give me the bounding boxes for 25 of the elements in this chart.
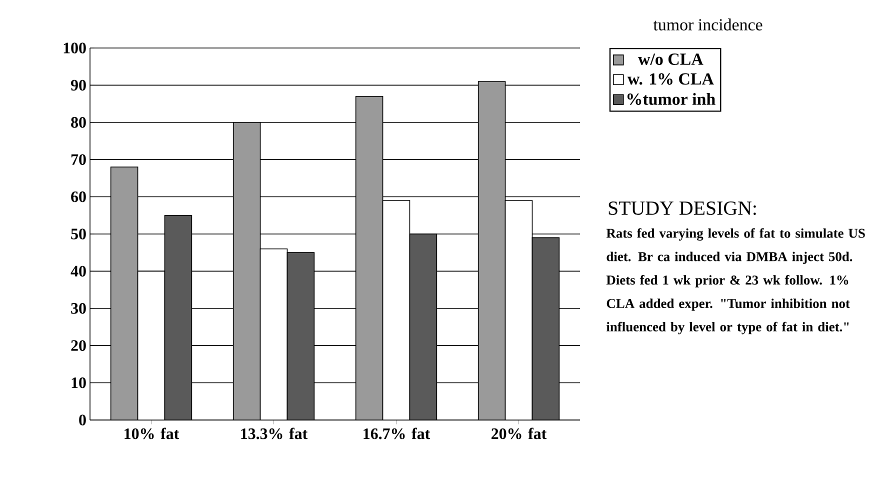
y-tick-label: 20 xyxy=(71,340,86,351)
y-tick-label: 50 xyxy=(71,228,86,240)
y-tick-label: 80 xyxy=(71,117,86,128)
bar xyxy=(164,214,192,420)
text: Rats fed varying levels of fat to simulate US diet. Br ca induced via DMBA inject 50d. Diets fed 1 wk prior & 23 wk follow. 1% CLA added exper. "Tumor inhibition not influenced by level or type of fat in diet." xyxy=(606,228,865,334)
y-tick-label: 30 xyxy=(71,303,86,314)
x-tick-label: 20% fat xyxy=(492,428,547,440)
legend-label: w. 1% CLA xyxy=(627,73,714,85)
y-tick-label: 0 xyxy=(79,414,86,426)
y-tick-label: 70 xyxy=(71,154,86,165)
bar xyxy=(409,234,438,420)
legend-label: %tumor inh xyxy=(628,92,716,105)
legend-title: tumor incidence xyxy=(653,18,762,30)
text: STUDY DESIGN: xyxy=(608,202,756,215)
x-tick-label: 10% fat xyxy=(124,428,180,440)
y-tick-label: 60 xyxy=(71,191,86,202)
y-tick-label: 10 xyxy=(72,377,86,388)
x-tick-label: 16.7% fat xyxy=(364,428,430,440)
bar xyxy=(286,252,315,420)
x-tick-label: 13.3% fat xyxy=(241,428,308,440)
bar xyxy=(532,237,560,420)
y-tick-label: 100 xyxy=(64,42,86,54)
legend-label: w/o CLA xyxy=(638,54,704,65)
y-tick-label: 90 xyxy=(70,80,86,91)
y-tick-label: 40 xyxy=(70,266,86,277)
